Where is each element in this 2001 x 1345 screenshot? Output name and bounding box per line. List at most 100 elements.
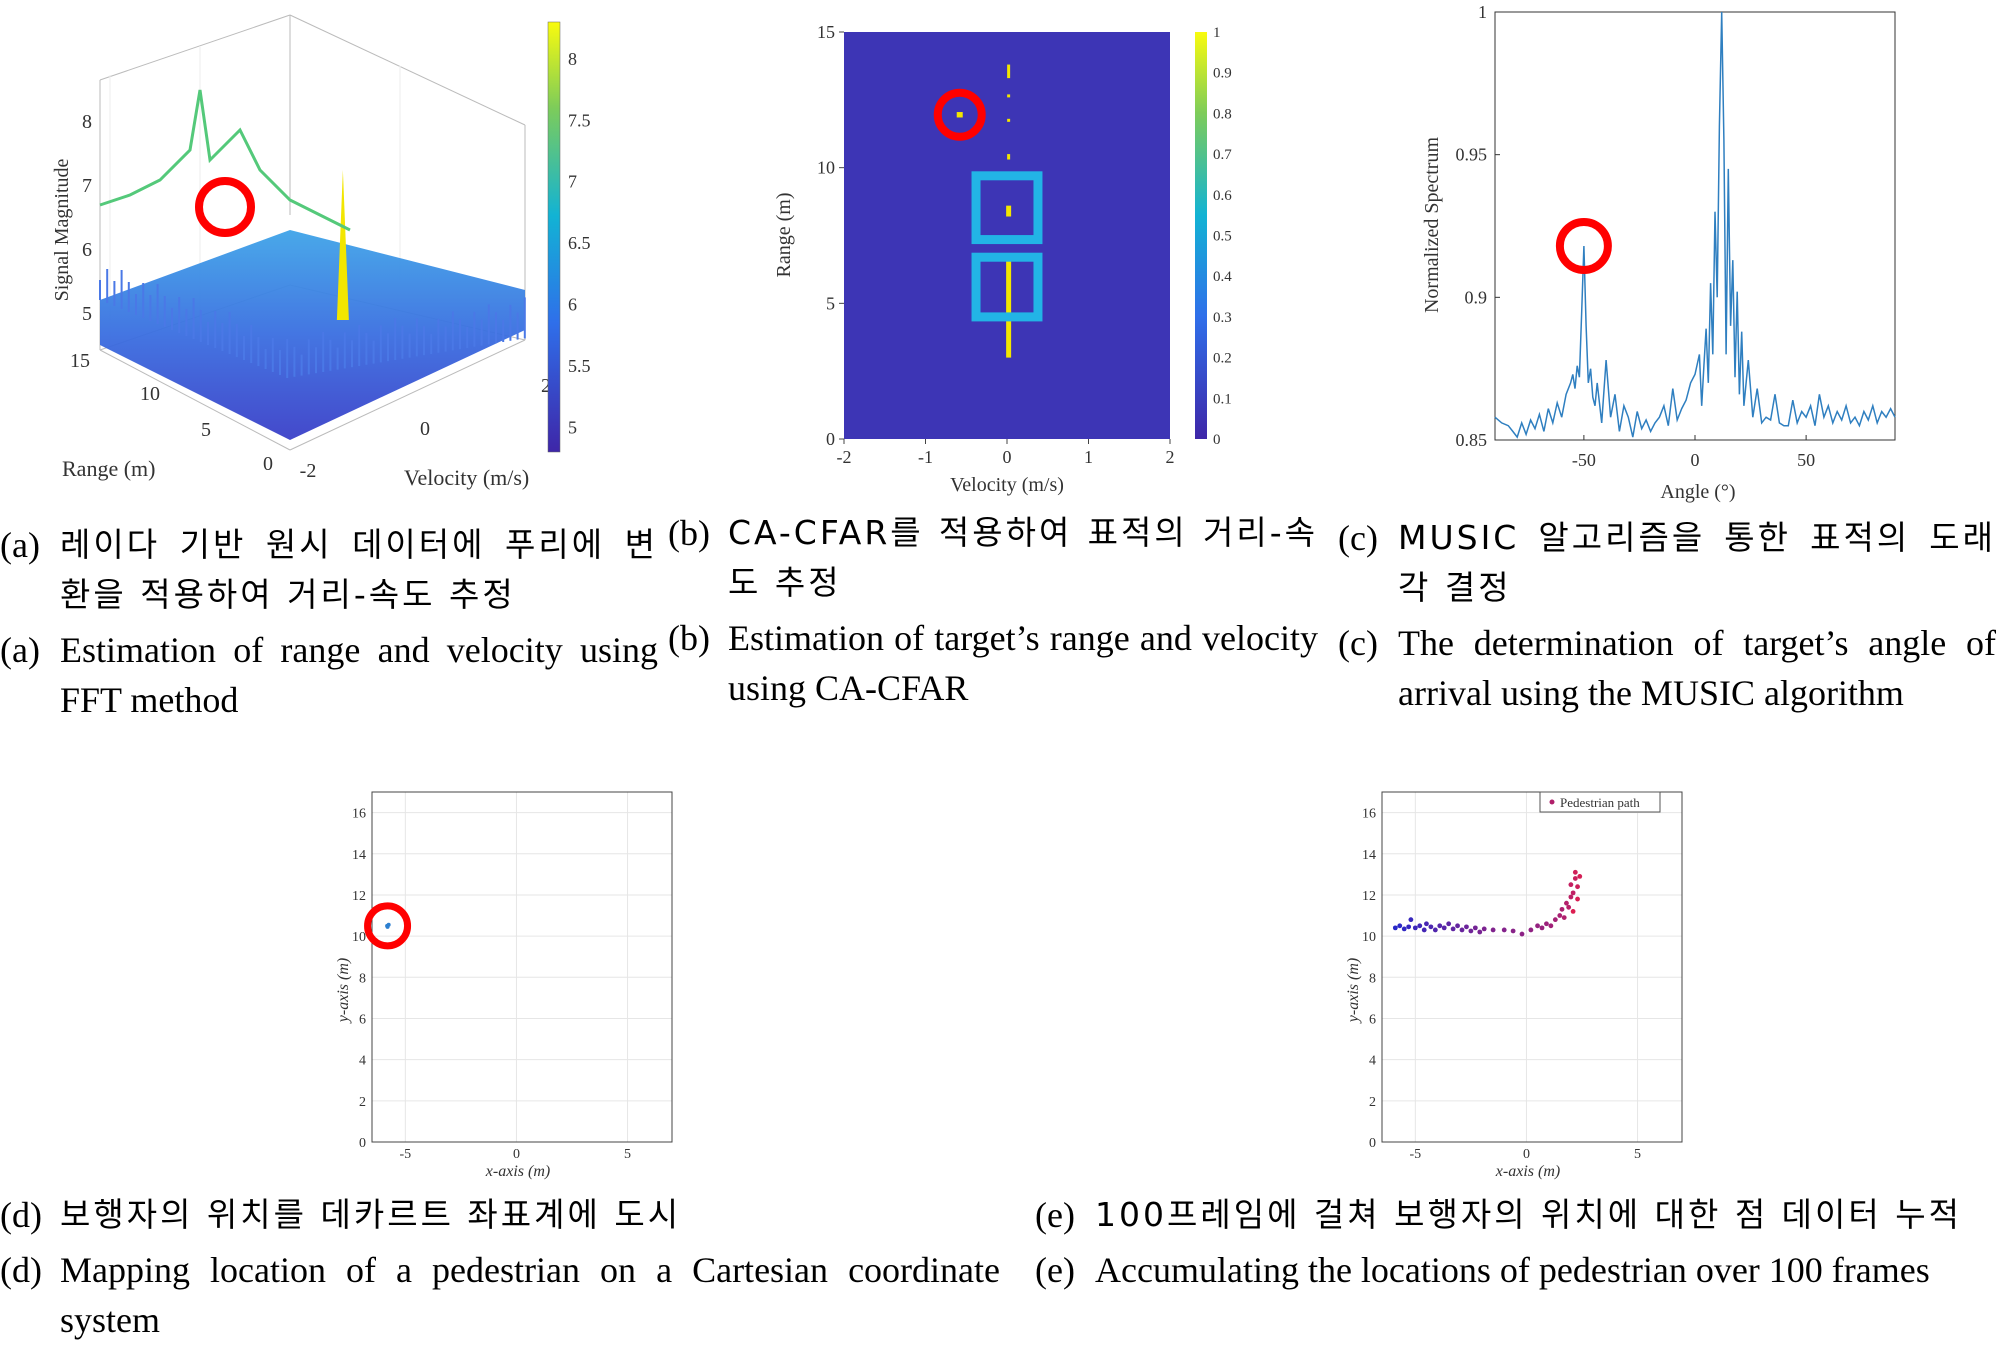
colorbar-b — [1195, 32, 1207, 439]
caption-c-kor: (c) MUSIC 알고리즘을 통한 표적의 도래각 결정 — [1338, 518, 1996, 607]
scatter-point — [1572, 869, 1578, 875]
colorbar-b-tick: 0.7 — [1213, 147, 1232, 163]
d-xlabel: x-axis (m) — [485, 1163, 550, 1180]
scatter-point — [1501, 927, 1507, 933]
ytick-label: 10 — [352, 930, 366, 945]
scatter-point — [1564, 900, 1569, 906]
b-detection-dash — [1007, 64, 1011, 79]
b-detection-target — [956, 112, 963, 118]
chart-d-svg: -5 0 5 0 2 4 6 8 10 12 14 16 x-axis (m) y-axis (m) — [335, 791, 673, 1180]
scatter-point — [1572, 876, 1578, 881]
colorbar-a-tick: 8 — [568, 49, 577, 69]
scatter-point — [1490, 927, 1496, 933]
scatter-point — [1432, 927, 1438, 933]
ytick-label: 2 — [1369, 1095, 1376, 1110]
scatter-point — [1510, 928, 1516, 934]
chart-c-music-spectrum: -50 0 50 0.85 0.9 0.95 1 Angle (°) Normalized … — [1400, 0, 1920, 510]
ytick-label: 4 — [359, 1054, 366, 1069]
chart-d-cartesian: -5 0 5 0 2 4 6 8 10 12 14 16 x-axis (m) y-axis (m) — [320, 780, 690, 1190]
scatter-point — [1408, 917, 1414, 923]
chart-e-accumulated: -5 0 5 0 2 4 6 8 10 12 14 16 Pedestrian path x-axis… — [1330, 780, 1700, 1190]
ytick-label: 2 — [359, 1095, 366, 1110]
scatter-point — [1561, 915, 1567, 920]
caption-d-kor: (d) 보행자의 위치를 데카르트 좌표계에 도시 — [0, 1195, 682, 1235]
range-tick-5: 5 — [201, 419, 211, 441]
caption-a-eng: (a) Estimation of range and velocity usi… — [0, 630, 658, 720]
scatter-point — [1570, 890, 1576, 896]
scatter-point — [1472, 925, 1478, 931]
ztick-7: 7 — [82, 175, 92, 197]
ytick-label: 8 — [359, 971, 366, 986]
colorbar-a-tick: 5 — [568, 417, 577, 437]
b-xtick-label: 1 — [1084, 447, 1093, 467]
caption-b-kor: (b) CA-CFAR를 적용하여 표적의 거리-속도 추정 — [668, 513, 1318, 602]
scatter-point — [1417, 923, 1423, 929]
scatter-point — [1455, 923, 1460, 929]
legend-label: Pedestrian path — [1560, 795, 1640, 810]
scatter-point — [1424, 921, 1429, 927]
d-points — [385, 922, 391, 929]
xtick-label: -5 — [399, 1147, 411, 1162]
b-ylabel: Range (m) — [773, 193, 795, 278]
fft-surface — [99, 89, 526, 440]
scatter-point — [1392, 925, 1398, 931]
b-xtick-label: 0 — [1003, 447, 1012, 467]
ytick-label: 16 — [352, 807, 366, 822]
colorbar-b-tick: 0.9 — [1213, 66, 1232, 82]
surface-crest — [99, 89, 351, 232]
chart-e-svg: -5 0 5 0 2 4 6 8 10 12 14 16 Pedestrian path x-axis… — [1345, 791, 1683, 1180]
xtick-label: 0 — [513, 1147, 520, 1162]
target-circle-c — [1555, 217, 1612, 274]
vel-tick-0: 0 — [420, 418, 430, 440]
b-ytick-label: 5 — [826, 293, 835, 313]
colorbar-a-tick: 7 — [568, 172, 577, 192]
colorbar-a-tick: 6.5 — [568, 233, 591, 253]
xtick-label: 0 — [1523, 1147, 1530, 1162]
colorbar-a-tick: 5.5 — [568, 356, 591, 376]
e-ylabel: y-axis (m) — [1345, 958, 1362, 1024]
scatter-point — [1412, 925, 1418, 931]
c-ytick-label: 0.9 — [1465, 287, 1488, 307]
zlabel: Signal Magnitude — [51, 158, 73, 301]
colorbar-b-tick: 0 — [1213, 432, 1221, 448]
colorbar-a-tick: 6 — [568, 295, 577, 315]
target-circle-d — [364, 902, 412, 950]
c-ylabel: Normalized Spectrum — [1421, 137, 1443, 313]
colorbar-b-ticks: 0 0.1 0.2 0.3 0.4 0.5 0.6 0.7 0.8 0.9 1 — [1213, 25, 1232, 448]
ztick-6: 6 — [82, 239, 92, 261]
ytick-label: 16 — [1362, 807, 1376, 822]
scatter-point — [1519, 931, 1525, 937]
target-circle-a — [195, 177, 255, 237]
range-tick-15: 15 — [70, 350, 90, 372]
scatter-point — [1577, 874, 1583, 879]
chart-a-svg: 8 7 6 5 Signal Magnitude 15 10 5 0 Range… — [51, 14, 591, 490]
colorbar-b-tick: 0.2 — [1213, 351, 1232, 367]
b-detection-segment — [1006, 205, 1012, 217]
b-xtick-label: 2 — [1166, 447, 1175, 467]
scatter-point — [1570, 909, 1576, 914]
velocity-label: Velocity (m/s) — [404, 465, 529, 490]
vel-tick-2: 2 — [541, 375, 551, 397]
scatter-point — [1481, 926, 1487, 932]
plot-frame — [1381, 791, 1683, 1143]
e-legend: Pedestrian path — [1539, 791, 1661, 813]
b-detection-dot — [1007, 94, 1011, 98]
scatter-point — [1575, 896, 1580, 902]
heatmap-detections — [933, 64, 1043, 358]
plot-frame — [371, 791, 673, 1143]
ytick-label: 4 — [1369, 1054, 1376, 1069]
scatter-point — [1548, 923, 1554, 929]
colorbar-a-ticks: 5 5.5 6 6.5 7 7.5 8 — [568, 49, 591, 438]
xtick-label: -5 — [1409, 1147, 1421, 1162]
scatter-point — [1441, 925, 1447, 931]
scatter-point — [1421, 927, 1427, 933]
e-xlabel: x-axis (m) — [1495, 1163, 1560, 1180]
b-cfar-box — [971, 252, 1043, 322]
ytick-label: 6 — [359, 1012, 366, 1027]
e-points — [1392, 869, 1583, 937]
c-xtick-label: -50 — [1572, 450, 1596, 470]
e-axes: -5 0 5 0 2 4 6 8 10 12 14 16 — [1362, 791, 1683, 1162]
c-xtick-label: 50 — [1797, 450, 1815, 470]
c-ytick-label: 1 — [1478, 2, 1487, 22]
